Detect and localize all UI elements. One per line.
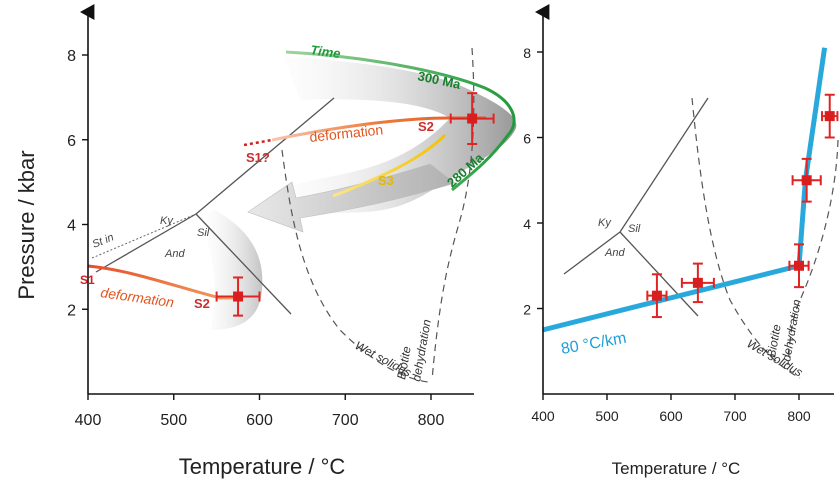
s3-label: S3 xyxy=(378,173,394,188)
sil-label: Sil xyxy=(197,227,210,239)
right-wet-solidus-curve xyxy=(691,97,801,379)
x-tick-label: 500 xyxy=(160,412,187,429)
biotite-dehydration-curve xyxy=(431,47,475,381)
pt-path-band xyxy=(245,56,517,230)
right-sil-label: Sil xyxy=(628,223,641,235)
geotherm-line xyxy=(542,47,828,333)
time-curve-green xyxy=(285,50,516,192)
time-label: Time xyxy=(310,42,342,61)
y-tick-label: 4 xyxy=(67,218,76,235)
right-ky-label: Ky xyxy=(598,217,612,229)
y-tick-label: 6 xyxy=(67,133,76,150)
right-biotite-label: Biotite xyxy=(764,323,784,359)
pt-estimate-point xyxy=(680,262,715,304)
biotite-label: Biotite xyxy=(394,345,414,381)
s1-upper-label: S1? xyxy=(246,150,270,165)
pt-marker xyxy=(794,260,804,271)
s2-upper-label: S2 xyxy=(418,119,434,134)
pt-marker xyxy=(824,111,835,122)
y-tick-label: 6 xyxy=(523,131,531,147)
right-data-points xyxy=(646,93,839,319)
deformation-curve-lower xyxy=(87,264,236,300)
exhumation-arrow xyxy=(247,163,456,233)
deformation-upper-label: deformation xyxy=(309,121,384,145)
right-ky-sil-boundary xyxy=(619,97,709,233)
x-tick-label: 700 xyxy=(332,412,359,429)
st-in-line xyxy=(91,213,197,259)
ky-and-boundary xyxy=(95,213,197,273)
wet-solidus-curve xyxy=(281,149,429,383)
pt-marker xyxy=(801,175,812,186)
left-data-points xyxy=(215,92,495,317)
right-and-label: And xyxy=(604,247,625,259)
y-tick-label: 2 xyxy=(67,302,76,319)
left-panel: 400 500 600 700 800 2 4 6 8 Temperature / °C Pre… xyxy=(14,4,517,479)
x-tick-label: 600 xyxy=(659,408,683,424)
pt-estimate-point xyxy=(215,276,261,317)
ky-label: Ky xyxy=(160,215,174,227)
s1-dotted-connector xyxy=(243,138,273,147)
gradient-label: 80 °C/km xyxy=(560,330,628,358)
s1-lower-label: S1 xyxy=(80,273,95,287)
ky-sil-boundary xyxy=(195,97,335,215)
pt-marker xyxy=(692,277,703,288)
left-x-axis-title: Temperature / °C xyxy=(179,454,346,479)
pt-marker xyxy=(467,113,478,124)
and-sil-boundary xyxy=(195,213,292,315)
pt-estimate-point xyxy=(449,92,495,145)
st-in-label: St in xyxy=(91,231,116,250)
right-axis-ticks: 400 500 600 700 800 2 4 6 8 xyxy=(523,45,811,424)
pt-estimate-point xyxy=(791,157,822,203)
y-tick-label: 2 xyxy=(523,302,531,318)
y-tick-label: 4 xyxy=(523,216,531,232)
x-tick-label: 400 xyxy=(531,408,555,424)
pt-marker xyxy=(651,290,662,301)
and-label: And xyxy=(164,248,185,260)
x-tick-label: 800 xyxy=(418,412,445,429)
pt-estimate-point xyxy=(788,243,810,289)
s3-curve-yellow xyxy=(332,133,447,198)
pt-estimate-point xyxy=(821,93,839,139)
right-ky-and-boundary xyxy=(563,231,621,275)
x-tick-label: 800 xyxy=(787,408,811,424)
x-tick-label: 600 xyxy=(246,412,273,429)
y-tick-label: 8 xyxy=(67,48,76,65)
x-tick-label: 400 xyxy=(75,412,102,429)
right-panel: 400 500 600 700 800 2 4 6 8 Temperature / °C 80 … xyxy=(523,4,839,478)
x-tick-label: 700 xyxy=(723,408,747,424)
y-tick-label: 8 xyxy=(523,45,531,61)
low-pressure-band xyxy=(195,210,263,330)
s2-lower-label: S2 xyxy=(194,296,210,311)
left-y-axis-title: Pressure / kbar xyxy=(14,150,39,299)
right-biotite-dehydration-curve xyxy=(787,139,839,366)
pt-estimate-point xyxy=(646,273,668,319)
pt-marker xyxy=(233,291,244,302)
x-tick-label: 500 xyxy=(595,408,619,424)
left-axis-ticks: 400 500 600 700 800 2 4 6 8 xyxy=(67,48,444,429)
deformation-lower-label: deformation xyxy=(100,284,176,310)
right-x-axis-title: Temperature / °C xyxy=(612,459,741,478)
